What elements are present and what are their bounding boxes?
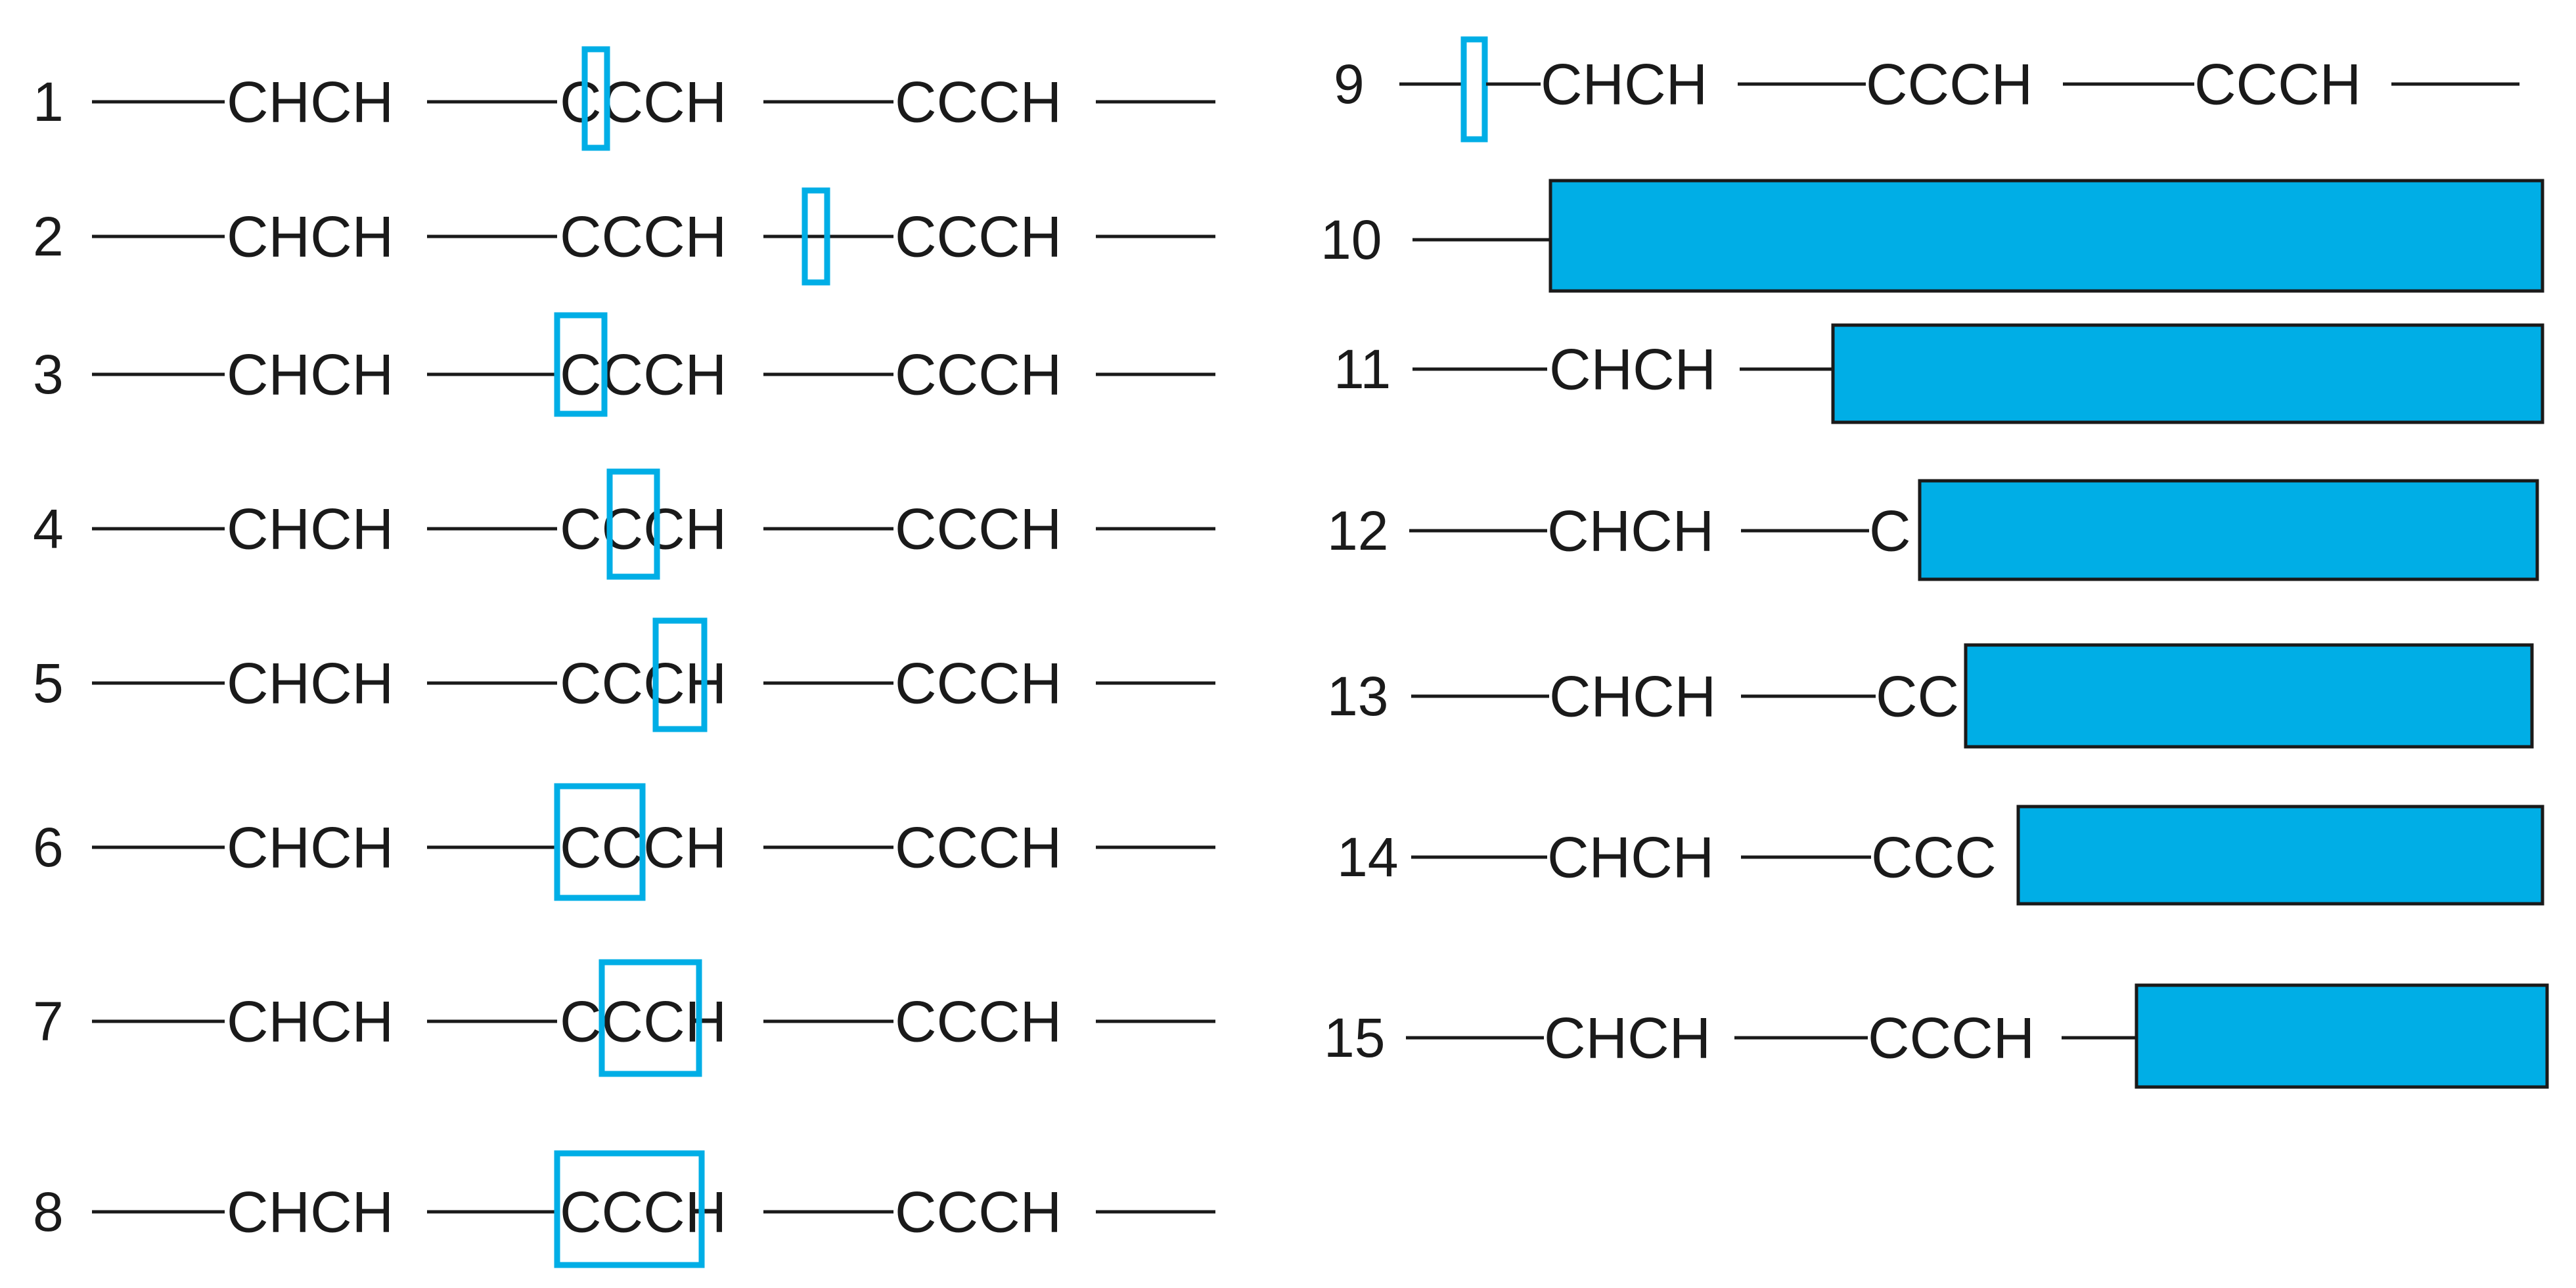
row-number: 6 bbox=[33, 816, 64, 878]
deletion-marker bbox=[802, 187, 830, 286]
domain-label-ccch: CCCH bbox=[895, 70, 1062, 135]
truncated-region-block bbox=[1964, 643, 2534, 749]
row-number: 15 bbox=[1324, 1007, 1385, 1069]
row-number: 14 bbox=[1337, 826, 1398, 888]
domain-label-ccch: CCCH bbox=[895, 497, 1062, 562]
domain-label-ccch: CCCH bbox=[895, 815, 1062, 880]
deletion-marker bbox=[581, 46, 610, 151]
truncated-region-block bbox=[1831, 323, 2544, 424]
row-number: 5 bbox=[33, 652, 64, 714]
domain-label-chch: CHCH bbox=[227, 651, 394, 716]
domain-label-chch: CHCH bbox=[227, 497, 394, 562]
truncated-region-block bbox=[2016, 805, 2544, 906]
domain-label-ccc: CCC bbox=[1871, 825, 1997, 890]
domain-label-chch: CHCH bbox=[227, 1180, 394, 1245]
truncated-region-block bbox=[1548, 179, 2544, 293]
row-number: 10 bbox=[1321, 209, 1382, 271]
row-number: 11 bbox=[1334, 338, 1391, 400]
deletion-box-c3 bbox=[652, 617, 708, 732]
domain-label-ccch: CCCH bbox=[895, 342, 1062, 407]
row-number: 4 bbox=[33, 498, 64, 560]
domain-label-ccch: CCCH bbox=[2194, 52, 2361, 117]
row-number: 8 bbox=[33, 1181, 64, 1243]
row-number: 12 bbox=[1327, 500, 1388, 562]
domain-label-ccch: CCCH bbox=[895, 204, 1062, 269]
domain-label-c: C bbox=[1869, 499, 1911, 564]
row-number: 7 bbox=[33, 990, 64, 1052]
domain-label-chch: CHCH bbox=[227, 989, 394, 1054]
domain-label-ccch: CCCH bbox=[1866, 52, 2033, 117]
domain-label-ccch: CCCH bbox=[895, 989, 1062, 1054]
row-number: 9 bbox=[1334, 53, 1365, 115]
domain-label-chch: CHCH bbox=[1547, 499, 1714, 564]
domain-label-ccch: CCCH bbox=[560, 342, 727, 407]
deletion-box-cc bbox=[554, 783, 646, 901]
domain-label-chch: CHCH bbox=[1549, 664, 1716, 729]
domain-label-chch: CHCH bbox=[227, 815, 394, 880]
domain-label-ccch: CCCH bbox=[560, 497, 727, 562]
deletion-box-c1 bbox=[554, 312, 608, 417]
domain-label-chch: CHCH bbox=[1547, 825, 1714, 890]
domain-label-ccch: CCCH bbox=[1868, 1006, 2035, 1071]
row-number: 13 bbox=[1327, 665, 1388, 727]
domain-label-ccch: CCCH bbox=[895, 1180, 1062, 1245]
domain-label-ccch: CCCH bbox=[560, 651, 727, 716]
domain-label-chch: CHCH bbox=[227, 342, 394, 407]
domain-label-chch: CHCH bbox=[1541, 52, 1707, 117]
domain-label-chch: CHCH bbox=[1544, 1006, 1711, 1071]
deletion-box-c2 bbox=[606, 468, 660, 580]
row-number: 1 bbox=[33, 71, 64, 133]
deletion-box-ccc bbox=[554, 1150, 705, 1268]
truncated-region-block bbox=[2135, 983, 2549, 1089]
row-number: 3 bbox=[33, 344, 64, 405]
domain-label-ccch: CCCH bbox=[895, 651, 1062, 716]
domain-label-chch: CHCH bbox=[227, 204, 394, 269]
deletion-marker bbox=[1460, 36, 1488, 143]
domain-label-chch: CHCH bbox=[227, 70, 394, 135]
truncated-region-block bbox=[1918, 479, 2539, 581]
deletion-box-cc2 bbox=[599, 959, 702, 1077]
row-number: 2 bbox=[33, 206, 64, 267]
domain-label-ccch: CCCH bbox=[560, 204, 727, 269]
domain-label-cc: CC bbox=[1876, 664, 1959, 729]
domain-label-chch: CHCH bbox=[1549, 337, 1716, 402]
